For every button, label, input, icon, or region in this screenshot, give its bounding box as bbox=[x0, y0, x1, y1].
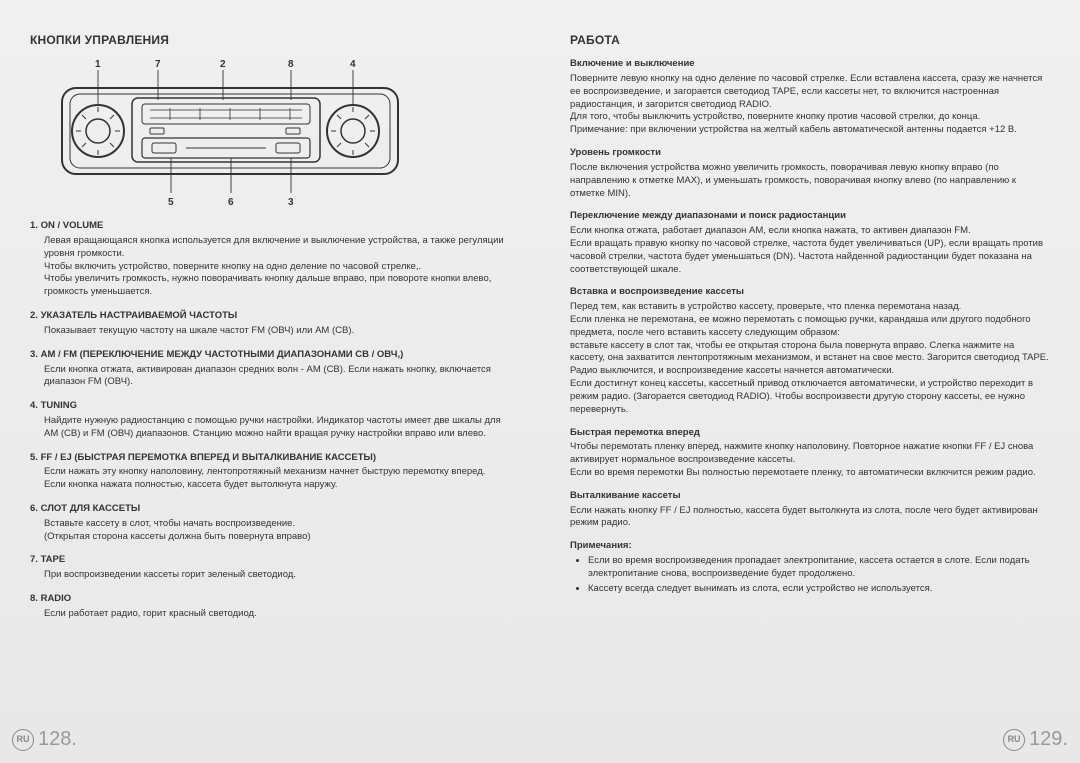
callout-2: 2 bbox=[220, 58, 226, 72]
item-num: 1. bbox=[30, 220, 38, 231]
item-3: 3. AM / FM (ПЕРЕКЛЮЧЕНИЕ МЕЖДУ ЧАСТОТНЫМ… bbox=[30, 349, 510, 389]
callout-5: 5 bbox=[168, 196, 174, 210]
notes-list: Если во время воспроизведения пропадает … bbox=[570, 555, 1050, 595]
callout-7: 7 bbox=[155, 58, 161, 72]
right-page: РАБОТА Включение и выключение Поверните … bbox=[540, 0, 1080, 763]
section-4: Вставка и воспроизведение кассеты Перед … bbox=[570, 286, 1050, 416]
section-6: Выталкивание кассеты Если нажать кнопку … bbox=[570, 490, 1050, 530]
left-page-number: RU 128. bbox=[12, 726, 77, 753]
item-8: 8. RADIO Если работает радио, горит крас… bbox=[30, 593, 510, 621]
section-1: Включение и выключение Поверните левую к… bbox=[570, 58, 1050, 137]
callout-4: 4 bbox=[350, 58, 356, 72]
lang-badge: RU bbox=[1003, 729, 1025, 751]
callout-8: 8 bbox=[288, 58, 294, 72]
item-2: 2. УКАЗАТЕЛЬ НАСТРАИВАЕМОЙ ЧАСТОТЫ Показ… bbox=[30, 310, 510, 338]
item-7: 7. TAPE При воспроизведении кассеты гори… bbox=[30, 554, 510, 582]
section-2: Уровень громкости После включения устрой… bbox=[570, 147, 1050, 200]
item-body: Левая вращающаяся кнопка используется дл… bbox=[30, 235, 510, 299]
left-title: КНОПКИ УПРАВЛЕНИЯ bbox=[30, 32, 510, 48]
item-1: 1. ON / VOLUME Левая вращающаяся кнопка … bbox=[30, 220, 510, 299]
left-page: КНОПКИ УПРАВЛЕНИЯ 1 7 2 8 4 5 6 3 bbox=[0, 0, 540, 763]
page-num: 129. bbox=[1029, 726, 1068, 753]
item-4: 4. TUNING Найдите нужную радиостанцию с … bbox=[30, 400, 510, 440]
section-5: Быстрая перемотка вперед Чтобы перемотат… bbox=[570, 427, 1050, 480]
note-1: Если во время воспроизведения пропадает … bbox=[588, 555, 1050, 581]
callout-1: 1 bbox=[95, 58, 101, 72]
radio-diagram-svg bbox=[50, 58, 410, 208]
item-6: 6. СЛОТ ДЛЯ КАССЕТЫ Вставьте кассету в с… bbox=[30, 503, 510, 543]
page-num: 128. bbox=[38, 726, 77, 753]
callout-6: 6 bbox=[228, 196, 234, 210]
lang-badge: RU bbox=[12, 729, 34, 751]
item-title: ON / VOLUME bbox=[41, 220, 104, 231]
right-page-number: RU 129. bbox=[1003, 726, 1068, 753]
right-title: РАБОТА bbox=[570, 32, 1050, 48]
note-2: Кассету всегда следует вынимать из слота… bbox=[588, 583, 1050, 596]
notes-heading: Примечания: bbox=[570, 540, 1050, 553]
device-diagram: 1 7 2 8 4 5 6 3 bbox=[50, 58, 410, 208]
item-5: 5. FF / EJ (БЫСТРАЯ ПЕРЕМОТКА ВПЕРЕД И В… bbox=[30, 452, 510, 492]
section-3: Переключение между диапазонами и поиск р… bbox=[570, 210, 1050, 276]
callout-3: 3 bbox=[288, 196, 294, 210]
